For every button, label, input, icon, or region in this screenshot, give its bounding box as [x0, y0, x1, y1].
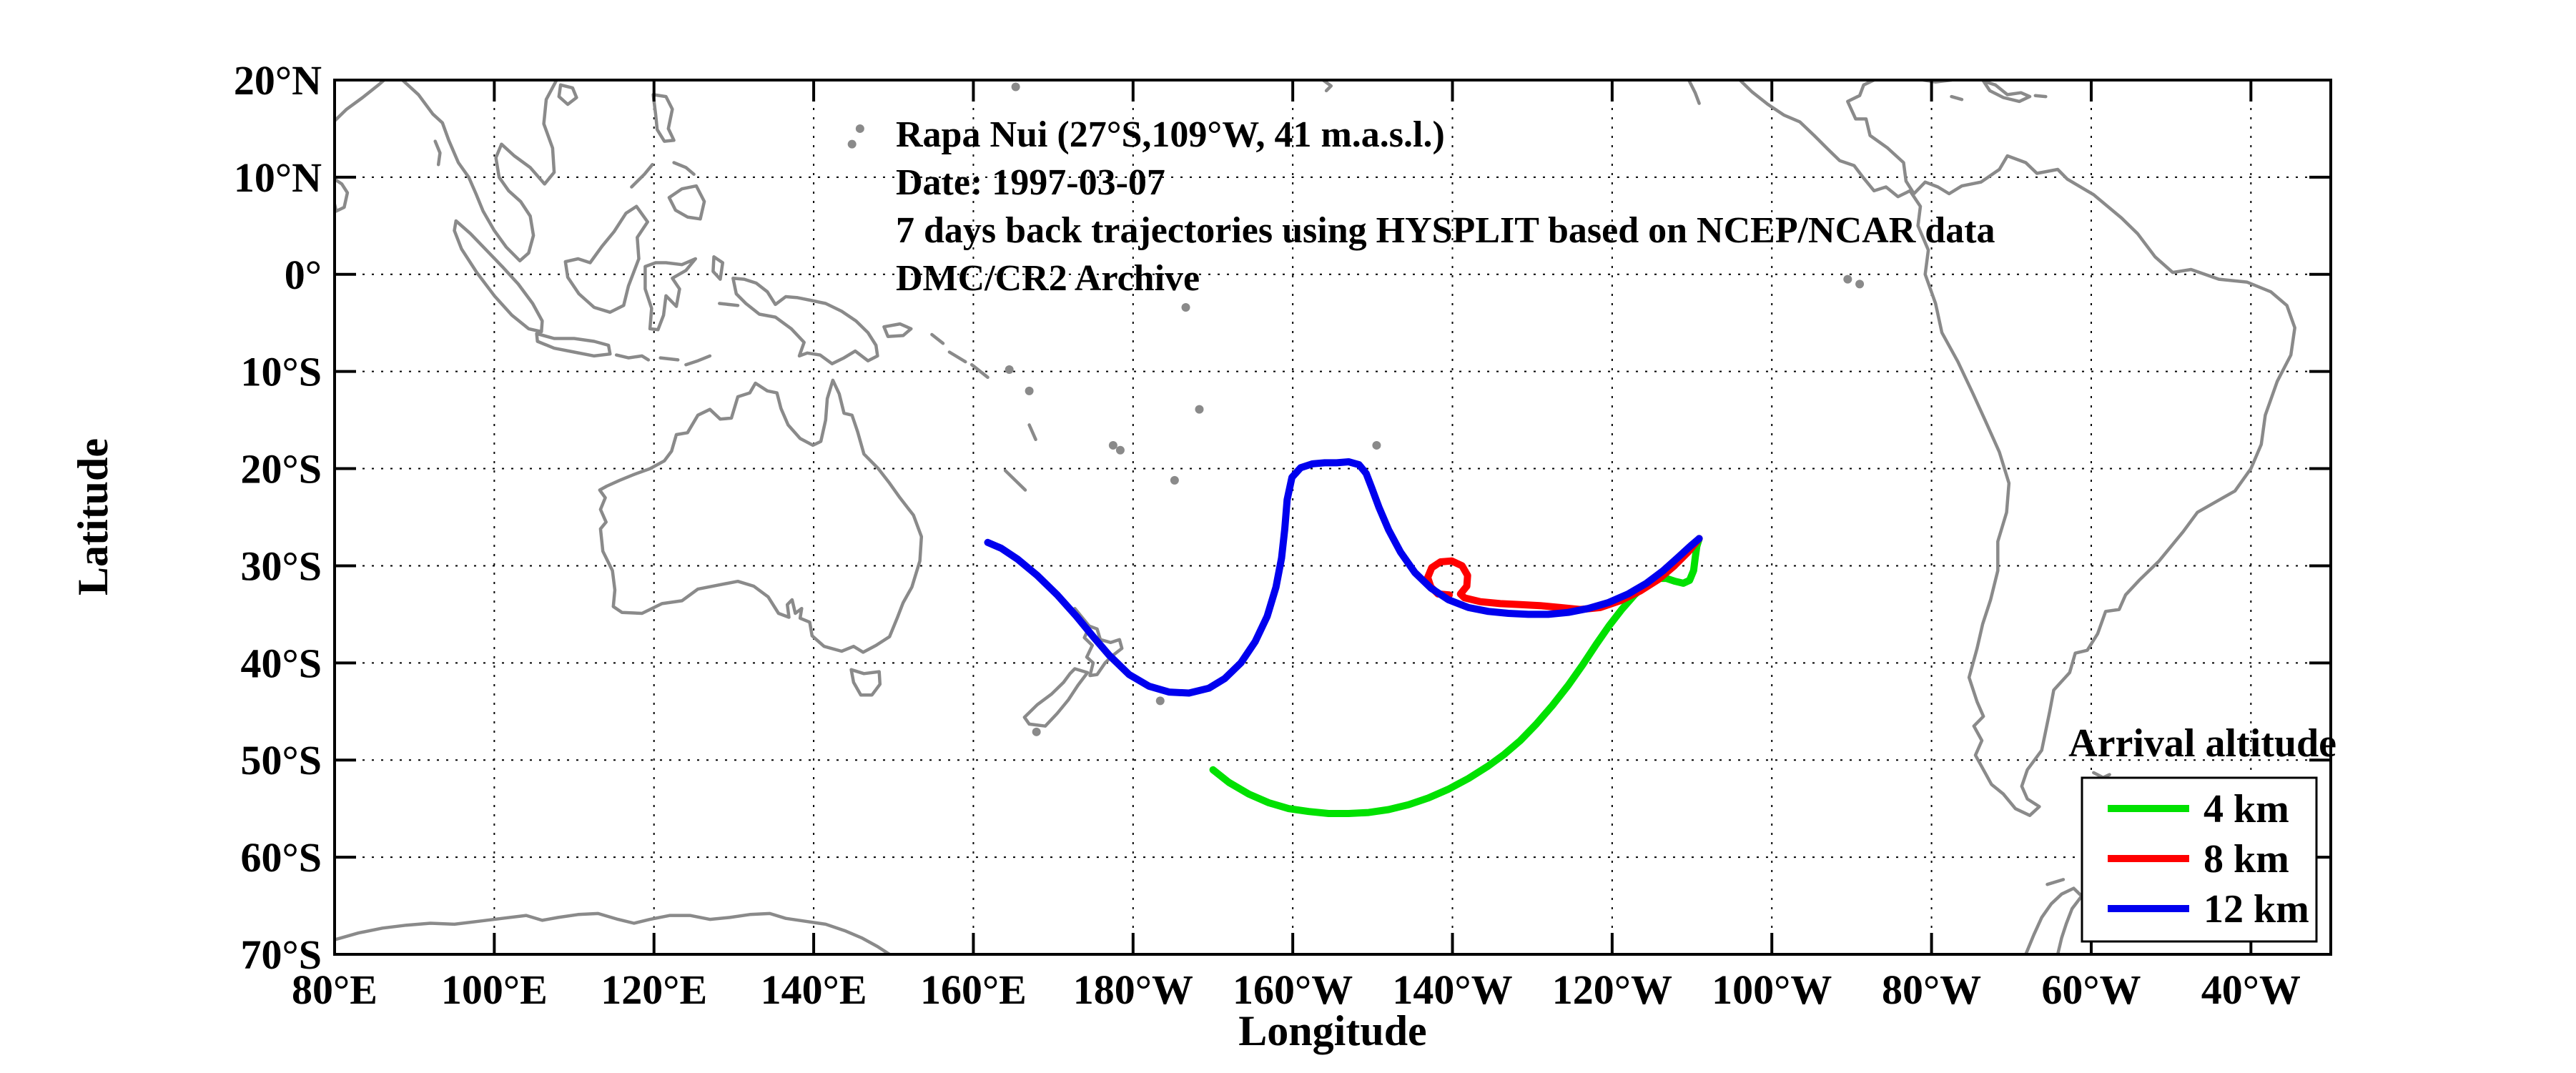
coastline-path-3: [400, 80, 558, 263]
legend-entries: 4 km 8 km 12 km: [2108, 787, 2309, 931]
coastline-path-35: [2033, 94, 2048, 99]
coastline-path-34: [1950, 94, 1964, 102]
coastline-path-7: [614, 353, 651, 362]
x-tick-label-100°E: 100°E: [441, 966, 548, 1013]
x-tick-label-80°E: 80°E: [292, 966, 377, 1013]
coastline-path-28: [1022, 667, 1090, 728]
coastline-path-17: [718, 302, 740, 307]
y-tick-labels: 20°N 10°N 0° 10°S 20°S 30°S 40°S 50°S 60°S 70°S: [234, 57, 322, 978]
coastline-path-29: [1321, 80, 1333, 93]
coastline-path-2: [433, 139, 442, 167]
island-dot-17: [855, 124, 864, 133]
coastline-path-22: [969, 362, 990, 380]
x-tick-label-60°W: 60°W: [2041, 966, 2141, 1013]
island-dot-12: [1025, 386, 1034, 395]
island-dot-4: [1011, 82, 1020, 92]
coastline-path-21: [947, 350, 967, 364]
island-dot-5: [1843, 275, 1852, 284]
coastline-path-8: [658, 356, 680, 362]
y-tick-label-0°: 0°: [285, 252, 322, 298]
island-dot-8: [1115, 445, 1125, 455]
coastlines: [335, 80, 2296, 954]
island-dot-1: [1155, 696, 1165, 706]
legend-entry-label-8-km: 8 km: [2204, 837, 2289, 881]
x-tick-label-100°W: 100°W: [1712, 966, 1832, 1013]
y-tick-label-10°S: 10°S: [241, 349, 322, 395]
coastline-path-12: [651, 93, 676, 143]
island-dot-2: [1032, 727, 1041, 736]
x-tick-label-120°E: 120°E: [601, 966, 707, 1013]
coastline-path-1: [335, 177, 350, 213]
legend: Arrival altitude 4 km 8 km 12 km: [2068, 721, 2336, 943]
x-tick-label-140°E: 140°E: [761, 966, 867, 1013]
coastline-path-5: [453, 219, 544, 334]
coastline-path-9: [684, 354, 712, 367]
island-dot-6: [1855, 280, 1865, 289]
y-axis-label: Latitude: [69, 438, 117, 595]
coastline-path-23: [1027, 423, 1037, 442]
island-dot-16: [847, 139, 857, 149]
legend-entry-label-12-km: 12 km: [2204, 887, 2309, 931]
coastline-path-19: [882, 322, 913, 338]
title-line-archive: DMC/CR2 Archive: [896, 258, 1200, 299]
coastline-path-25: [598, 378, 924, 654]
coastline-path-6: [535, 332, 612, 358]
island-dot-7: [1108, 440, 1117, 450]
x-tick-labels: 80°E 100°E 120°E 140°E 160°E 180°W 160°W 140°W 1…: [292, 966, 2301, 1013]
coastline-path-14: [672, 161, 696, 177]
coastline-path-16: [711, 255, 725, 281]
legend-title: Arrival altitude: [2068, 721, 2336, 766]
trajectory-4-km: [1209, 535, 1703, 817]
island-dot-10: [1195, 405, 1204, 414]
x-axis-label: Longitude: [1238, 1007, 1426, 1054]
coastline-path-24: [1003, 469, 1027, 492]
coastline-path-13: [667, 184, 706, 221]
y-tick-label-40°S: 40°S: [241, 640, 322, 686]
coastline-path-38: [2024, 886, 2083, 954]
coastline-path-31: [1687, 80, 1701, 105]
coastline-path-26: [849, 668, 882, 697]
y-tick-label-50°S: 50°S: [241, 737, 322, 783]
plot-border: [333, 79, 2332, 956]
coastline-path-4: [557, 83, 578, 107]
x-tick-label-120°W: 120°W: [1552, 966, 1672, 1013]
coastline-path-39: [2045, 878, 2066, 886]
legend-entry-label-4-km: 4 km: [2204, 787, 2289, 831]
x-tick-label-180°W: 180°W: [1073, 966, 1193, 1013]
trajectory-12-km: [984, 458, 1703, 697]
x-tick-label-160°W: 160°W: [1233, 966, 1353, 1013]
x-tick-label-140°W: 140°W: [1392, 966, 1512, 1013]
coastline-path-33: [1981, 80, 2032, 104]
coastline-path-0: [335, 80, 386, 123]
coastline-path-18: [731, 276, 879, 366]
y-tick-label-20°S: 20°S: [241, 446, 322, 493]
y-tick-label-70°S: 70°S: [241, 931, 322, 978]
x-tick-label-80°W: 80°W: [1882, 966, 1981, 1013]
y-tick-label-60°S: 60°S: [241, 834, 322, 881]
coastline-path-10: [563, 204, 650, 315]
island-dot-11: [1005, 365, 1014, 374]
coastline-path-15: [630, 162, 654, 189]
y-tick-label-20°N: 20°N: [234, 57, 322, 104]
coastline-path-37: [335, 911, 892, 954]
trajectories: [984, 458, 1703, 817]
y-tick-label-10°N: 10°N: [234, 154, 322, 201]
coastline-path-20: [930, 332, 945, 345]
x-tick-label-40°W: 40°W: [2201, 966, 2301, 1013]
island-dot-3: [1181, 302, 1190, 312]
title-line-station: Rapa Nui (27°S,109°W, 41 m.a.s.l.): [896, 114, 1445, 155]
title-line-method: 7 days back trajectories using HYSPLIT b…: [896, 210, 1995, 251]
island-dot-9: [1170, 475, 1179, 485]
coastline-path-30: [1738, 80, 2296, 817]
title-line-date: Date: 1997-03-07: [896, 162, 1165, 203]
grid-lines: [334, 79, 2331, 955]
coastline-path-27: [1073, 606, 1124, 678]
y-tick-label-30°S: 30°S: [241, 543, 322, 589]
island-dot-0: [1372, 440, 1381, 450]
x-tick-label-160°E: 160°E: [920, 966, 1027, 1013]
axis-ticks: [333, 79, 2331, 956]
coastline-path-11: [643, 257, 698, 332]
